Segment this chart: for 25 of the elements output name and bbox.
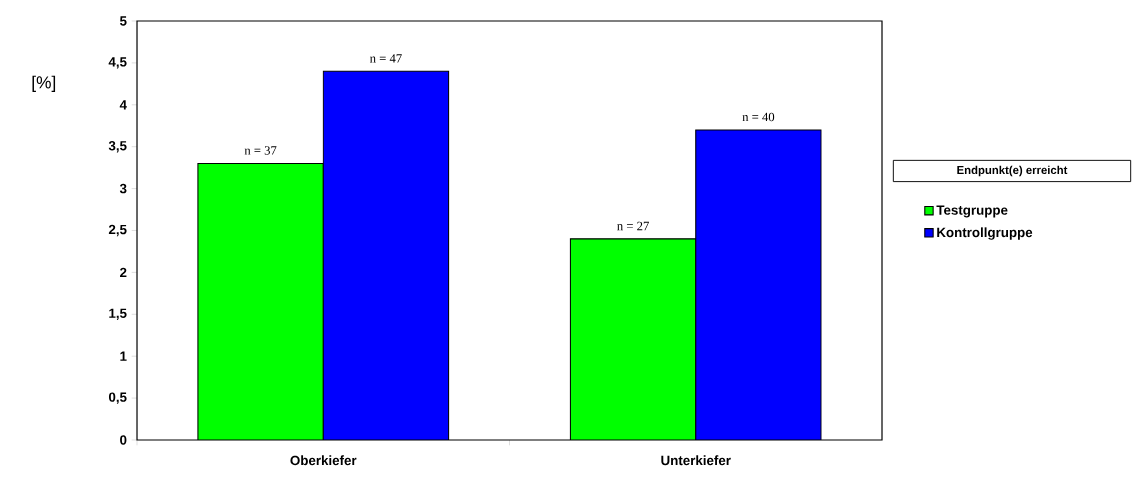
y-tick-label: 2 <box>120 267 127 278</box>
y-tick-label: 2,5 <box>108 224 127 237</box>
legend-label: Kontrollgruppe <box>937 227 1033 240</box>
bar <box>695 129 822 440</box>
legend-title: Endpunkt(e) erreicht <box>957 165 1068 177</box>
annotation: n = 40 <box>742 112 775 122</box>
y-tick-label: 4,5 <box>108 57 127 69</box>
annotation: n = 27 <box>617 221 649 231</box>
y-tick-label: 3,5 <box>108 141 127 153</box>
y-tick-label: 0 <box>120 435 127 445</box>
x-tick-label: Oberkiefer <box>290 455 357 466</box>
annotation: n = 47 <box>369 54 402 63</box>
x-tick-label: Unterkiefer <box>661 455 731 466</box>
y-tick-label: 5 <box>119 16 127 26</box>
y-tick-label: 1 <box>120 351 127 361</box>
y-tick-label: 0,5 <box>108 392 127 404</box>
bar <box>322 70 450 440</box>
y-axis-title: [%] <box>32 75 56 92</box>
y-tick-label: 1,5 <box>109 308 127 320</box>
legend-label: Testgruppe <box>936 205 1008 218</box>
bar <box>197 162 324 440</box>
y-tick-label: 4 <box>119 100 127 110</box>
y-tick-label: 3 <box>119 183 127 194</box>
annotation: n = 37 <box>244 146 277 155</box>
bar <box>569 238 697 440</box>
